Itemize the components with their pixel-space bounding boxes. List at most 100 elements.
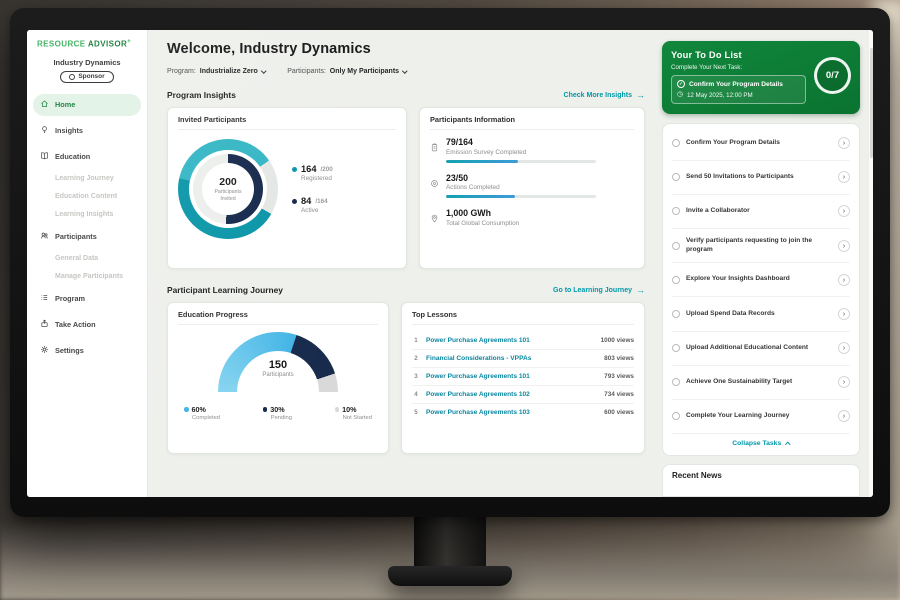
task-checkbox[interactable] xyxy=(672,173,680,182)
clock-icon: ◷ xyxy=(677,90,683,98)
todo-subtitle: Complete Your Next Task: xyxy=(671,63,743,71)
sidebar-item-insights[interactable]: Insights xyxy=(33,120,141,142)
program-filter-value: Industrialize Zero xyxy=(199,68,258,75)
task-checkbox[interactable] xyxy=(672,309,680,318)
sidebar-item-program[interactable]: Program xyxy=(33,288,141,310)
sidebar-item-learning-journey[interactable]: Learning Journey xyxy=(55,175,114,183)
donut-legend: 164 /200 Registered 84 /164 xyxy=(292,164,333,214)
legend-label: Active xyxy=(301,207,319,214)
task-checkbox[interactable] xyxy=(672,241,680,250)
task-row[interactable]: Verify participants requesting to join t… xyxy=(672,229,850,264)
lesson-link[interactable]: Power Purchase Agreements 101 xyxy=(426,373,530,380)
card-title: Participants Information xyxy=(430,115,634,130)
arrow-right-icon: → xyxy=(636,284,645,295)
task-list: Confirm Your Program Details › Send 50 I… xyxy=(672,127,850,434)
sponsor-badge[interactable]: Sponsor xyxy=(60,70,114,83)
scrollbar[interactable] xyxy=(868,30,873,497)
sidebar-item-manage-participants[interactable]: Manage Participants xyxy=(55,273,124,281)
sidebar-item-general-data[interactable]: General Data xyxy=(55,255,99,263)
stat-label: Actions Completed xyxy=(446,184,500,191)
program-filter-dropdown[interactable]: Program: Industrialize Zero xyxy=(167,68,266,75)
gauge-legend: 60% Completed 30% Pending xyxy=(178,405,378,421)
logo-plus: + xyxy=(127,39,132,45)
task-checkbox[interactable] xyxy=(672,139,680,148)
task-row[interactable]: Complete Your Learning Journey › xyxy=(672,400,850,433)
legend-label: Pending xyxy=(270,415,292,421)
task-chevron-icon[interactable]: › xyxy=(838,376,850,389)
task-row[interactable]: Send 50 Invitations to Participants › xyxy=(672,161,850,195)
sidebar-item-take-action[interactable]: Take Action xyxy=(33,314,141,336)
sidebar-item-participants[interactable]: Participants xyxy=(33,226,141,248)
todo-panel: Your To Do List Complete Your Next Task:… xyxy=(659,30,873,497)
people-icon xyxy=(40,231,49,242)
legend-dot xyxy=(292,166,297,172)
stat-value: 23/50 xyxy=(446,172,469,183)
lesson-views: 734 views xyxy=(604,391,634,398)
donut-center-value: 200 xyxy=(219,176,237,188)
task-chevron-icon[interactable]: › xyxy=(838,137,850,150)
lesson-rank: 5 xyxy=(414,409,418,416)
emission-survey-stat: 79/164 Emission Survey Completed xyxy=(430,137,634,163)
task-chevron-icon[interactable]: › xyxy=(838,239,850,252)
invited-donut-chart: 200 Participants Invited xyxy=(178,139,278,239)
recent-news-title: Recent News xyxy=(672,471,722,480)
legend-dot xyxy=(334,407,340,412)
monitor-bezel: RESOURCE ADVISOR+ Industry Dynamics Spon… xyxy=(10,8,890,517)
task-checkbox[interactable] xyxy=(672,207,680,216)
task-row[interactable]: Upload Additional Educational Content › xyxy=(672,332,850,366)
sidebar-item-settings[interactable]: Settings xyxy=(33,340,141,362)
education-gauge-chart: 150 Participants xyxy=(218,332,338,394)
task-chevron-icon[interactable]: › xyxy=(838,171,850,184)
task-checkbox[interactable] xyxy=(672,378,680,387)
todo-progress-count: 0/7 xyxy=(825,70,840,81)
check-more-insights-link[interactable]: Check More Insights → xyxy=(563,90,645,100)
link-label: Check More Insights xyxy=(563,91,632,99)
sidebar-item-learning-insights[interactable]: Learning Insights xyxy=(55,211,114,219)
sidebar-item-education-content[interactable]: Education Content xyxy=(55,193,118,201)
task-chevron-icon[interactable]: › xyxy=(838,205,850,218)
sidebar-item-label: Participants xyxy=(55,232,97,242)
task-checkbox[interactable] xyxy=(672,275,680,284)
sidebar-item-home[interactable]: Home xyxy=(33,93,141,116)
lesson-link[interactable]: Financial Considerations - VPPAs xyxy=(426,355,532,362)
task-chevron-icon[interactable]: › xyxy=(838,307,850,320)
todo-tasks-card: Confirm Your Program Details › Send 50 I… xyxy=(662,122,860,456)
actions-completed-stat: 23/50 Actions Completed xyxy=(430,172,634,198)
legend-pct: 60% xyxy=(191,405,206,414)
location-pin-icon xyxy=(430,210,439,223)
task-checkbox[interactable] xyxy=(672,412,680,421)
app-logo: RESOURCE ADVISOR+ xyxy=(27,39,147,49)
task-row[interactable]: Achieve One Sustainability Target › xyxy=(672,366,850,400)
task-label: Upload Additional Educational Content xyxy=(686,343,809,351)
next-task-label: Confirm Your Program Details xyxy=(689,80,783,88)
lesson-link[interactable]: Power Purchase Agreements 102 xyxy=(426,391,530,398)
next-task-chip[interactable]: ✓ Confirm Your Program Details ◷ 12 May … xyxy=(671,75,806,104)
clipboard-icon xyxy=(430,139,439,152)
task-row[interactable]: Explore Your Insights Dashboard › xyxy=(672,263,850,298)
task-checkbox[interactable] xyxy=(672,344,680,353)
task-label: Explore Your Insights Dashboard xyxy=(686,275,790,283)
sidebar-item-label: Education xyxy=(55,152,91,162)
collapse-tasks-link[interactable]: Collapse Tasks xyxy=(672,433,850,452)
task-chevron-icon[interactable]: › xyxy=(838,410,850,423)
sidebar-item-education[interactable]: Education xyxy=(33,146,141,168)
task-chevron-icon[interactable]: › xyxy=(838,273,850,286)
lesson-link[interactable]: Power Purchase Agreements 103 xyxy=(426,409,530,416)
donut-center-label: Participants Invited xyxy=(214,189,242,202)
task-label: Achieve One Sustainability Target xyxy=(686,377,793,385)
task-row[interactable]: Upload Spend Data Records › xyxy=(672,297,850,332)
task-label: Send 50 Invitations to Participants xyxy=(686,172,794,180)
check-icon: ✓ xyxy=(677,80,685,88)
task-row[interactable]: Confirm Your Program Details › xyxy=(672,127,850,161)
participants-filter-dropdown[interactable]: Participants: Only My Participants xyxy=(287,68,408,75)
task-chevron-icon[interactable]: › xyxy=(838,342,850,355)
task-label: Upload Spend Data Records xyxy=(686,309,775,317)
go-to-learning-journey-link[interactable]: Go to Learning Journey → xyxy=(553,284,645,295)
book-icon xyxy=(40,151,49,162)
scrollbar-thumb[interactable] xyxy=(870,48,873,158)
lesson-link[interactable]: Power Purchase Agreements 101 xyxy=(426,337,530,344)
legend-item-not-started: 10% Not Started xyxy=(334,405,372,421)
monitor-stand-neck xyxy=(414,510,486,572)
task-row[interactable]: Invite a Collaborator › xyxy=(672,195,850,230)
link-label: Go to Learning Journey xyxy=(553,286,632,294)
